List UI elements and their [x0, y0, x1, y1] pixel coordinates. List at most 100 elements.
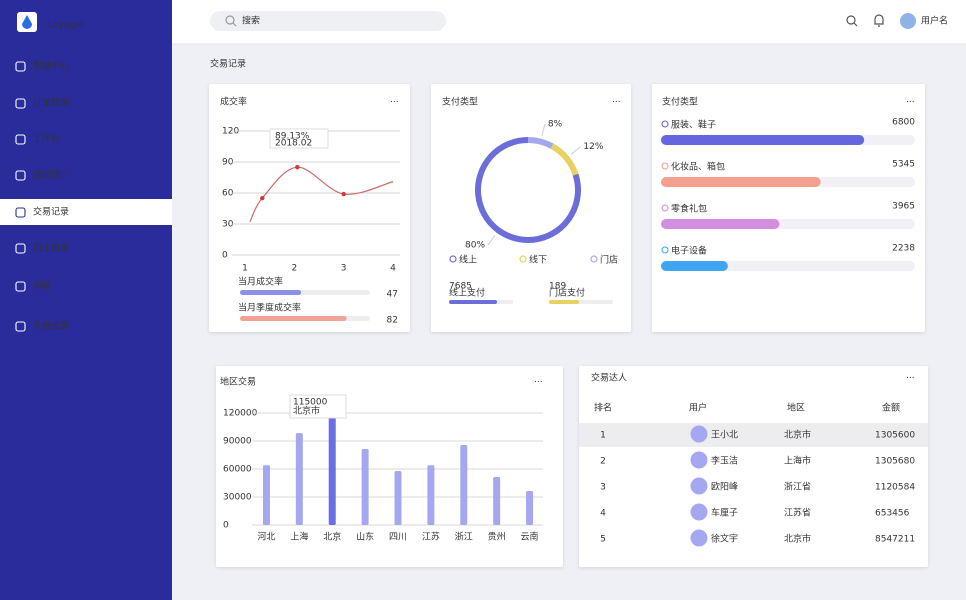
x-tick-label: 四川	[389, 533, 407, 543]
menu-item[interactable]: 员工信息	[33, 242, 69, 254]
amount: 1305680	[875, 457, 915, 467]
bar	[661, 261, 728, 271]
user-name: 王小北	[711, 430, 738, 441]
tooltip	[289, 394, 347, 419]
x-tick-label: 3	[341, 264, 347, 274]
menu-icon	[15, 207, 26, 218]
legend-marker	[661, 120, 669, 128]
menu-item[interactable]: 系统设置	[33, 320, 69, 332]
region: 北京市	[784, 429, 811, 441]
label: 支付类型	[662, 96, 698, 108]
user-name: 欧阳峰	[711, 481, 738, 493]
menu-item[interactable]: 工作台	[33, 133, 60, 145]
bar-value: 3965	[892, 202, 915, 212]
menu-icon	[15, 98, 26, 109]
x-tick-label: 上海	[290, 531, 308, 543]
legend-marker	[661, 204, 669, 212]
stat-bar	[449, 300, 497, 304]
menu-icon	[15, 243, 26, 254]
x-tick-label: 浙江	[455, 531, 473, 543]
user-avatar	[690, 425, 708, 443]
bar	[328, 417, 336, 525]
stat-value: 7685	[449, 282, 472, 292]
rank: 4	[600, 509, 606, 519]
legend-label: 门店	[600, 254, 618, 266]
value-label: 80%	[465, 241, 485, 251]
stat-label: 门店支付	[549, 287, 585, 299]
tooltip-region: 北京市	[293, 405, 320, 417]
x-tick-label: 北京	[323, 531, 341, 543]
rank: 2	[600, 457, 606, 467]
progress-label: 当月成交率	[238, 276, 283, 288]
x-tick-label: 4	[390, 264, 396, 274]
value-label: 12%	[583, 142, 603, 152]
user-avatar	[690, 529, 708, 547]
search-button[interactable]	[846, 15, 856, 25]
bar	[493, 477, 501, 525]
point	[295, 164, 300, 170]
logo-drop	[22, 15, 32, 29]
more-button: ···	[390, 98, 399, 108]
user-name: 李玉洁	[711, 455, 738, 467]
label: 交易达人	[591, 372, 627, 384]
bar	[661, 219, 780, 229]
bar-label: 零食礼包	[671, 203, 707, 215]
user-name: 车厘子	[711, 507, 738, 519]
menu-item[interactable]: 活动推广	[33, 169, 69, 181]
card	[209, 84, 410, 332]
user-avatar	[690, 503, 708, 521]
menu-icon	[15, 321, 26, 332]
amount: 8547211	[875, 535, 915, 545]
region: 浙江省	[784, 481, 811, 493]
y-tick-label: 120000	[223, 409, 258, 419]
region: 上海市	[784, 455, 811, 467]
leader-line	[570, 146, 581, 155]
progress-label: 当月季度成交率	[238, 302, 301, 314]
menu-item[interactable]: 订单管理	[33, 97, 69, 109]
menu-item[interactable]: 邮箱	[33, 280, 51, 292]
search-icon	[232, 22, 237, 27]
progress-bar	[240, 290, 302, 295]
label: 成交率	[220, 96, 247, 108]
avatar[interactable]	[900, 13, 916, 29]
search-box[interactable]	[210, 11, 446, 31]
search-icon	[225, 15, 235, 25]
user-avatar	[690, 451, 708, 469]
more-button: ···	[906, 98, 915, 108]
card	[579, 366, 928, 567]
x-tick-label: 2	[291, 264, 297, 274]
label: 地区交易	[220, 376, 256, 388]
bar	[661, 135, 865, 145]
bar-label: 电子设备	[671, 245, 707, 257]
legend-marker	[661, 246, 669, 254]
bar	[394, 471, 402, 525]
menu-item[interactable]: 交易记录	[33, 206, 69, 218]
legend-marker	[661, 162, 669, 170]
region: 江苏省	[784, 507, 811, 519]
label: 支付类型	[442, 96, 478, 108]
bar-value: 5345	[892, 160, 915, 170]
bell-icon[interactable]	[874, 14, 884, 27]
donut-segment	[527, 137, 554, 149]
stat-value: 189	[549, 282, 566, 292]
rank: 1	[600, 431, 606, 441]
brand: Loyaget	[48, 21, 84, 31]
legend-marker	[449, 255, 457, 263]
rank: 3	[600, 483, 606, 493]
progress-bar	[240, 316, 347, 321]
y-tick-label: 30000	[223, 493, 252, 503]
x-tick-label: 江苏	[422, 531, 440, 543]
row-highlight	[579, 423, 928, 447]
search-placeholder: 搜索	[242, 15, 260, 27]
card	[431, 84, 631, 332]
username: 用户名	[921, 15, 948, 27]
y-tick-label: 0	[222, 251, 228, 261]
leader-line	[541, 124, 546, 136]
y-tick-label: 120	[222, 127, 239, 137]
menu-item[interactable]: 数据中心	[33, 60, 69, 72]
stat-bar	[549, 300, 579, 304]
amount: 1120584	[875, 483, 915, 493]
donut-segment	[475, 137, 581, 243]
